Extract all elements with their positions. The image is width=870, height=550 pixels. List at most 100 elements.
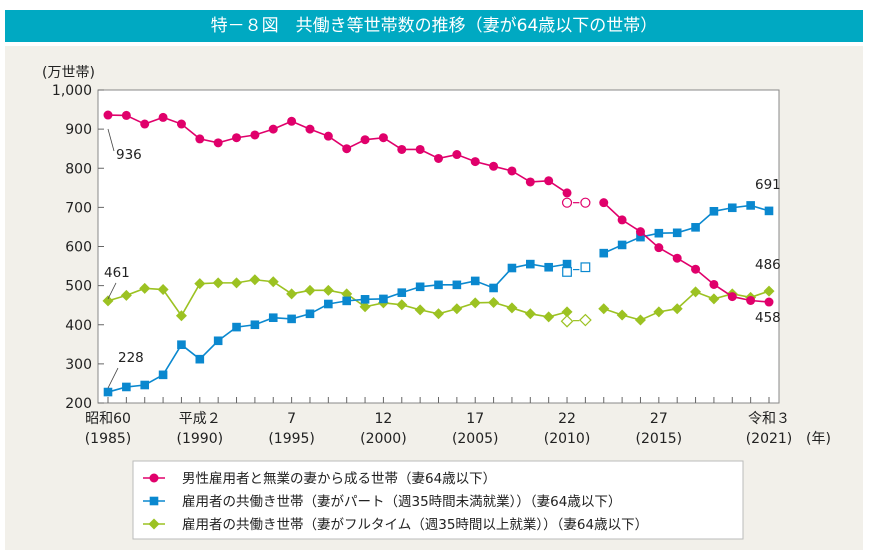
data-point — [359, 301, 371, 313]
data-point — [139, 282, 151, 294]
data-point — [690, 286, 702, 298]
legend-box — [132, 460, 744, 540]
data-point — [636, 232, 645, 242]
data-point — [397, 288, 407, 297]
data-point — [672, 253, 682, 263]
data-label: 936 — [116, 147, 142, 163]
leader-line — [107, 282, 117, 300]
legend-label: 雇用者の共働き世帯（妻がパート（週35時間未満就業））（妻64歳以下） — [182, 493, 621, 510]
data-point — [452, 150, 462, 160]
y-tick-label: 800 — [65, 161, 92, 177]
data-point — [158, 112, 168, 122]
series-diamond — [102, 274, 775, 328]
data-point — [103, 387, 113, 397]
data-point — [562, 188, 572, 198]
data-point — [709, 206, 719, 216]
data-point — [543, 311, 555, 323]
data-point — [434, 280, 443, 290]
data-point — [342, 144, 352, 154]
data-point — [250, 130, 260, 140]
data-point — [544, 176, 554, 186]
data-point — [360, 295, 370, 304]
legend-marker-diamond-icon — [148, 518, 160, 530]
data-point — [470, 157, 480, 167]
data-point — [654, 228, 664, 238]
leader-line — [107, 128, 115, 152]
x-tick-label-era: 12 — [375, 411, 393, 427]
x-axis-label: (年) — [806, 431, 831, 447]
data-point — [617, 215, 627, 225]
data-point — [323, 131, 333, 141]
data-point — [158, 370, 168, 380]
data-point — [746, 201, 755, 210]
data-point — [176, 119, 186, 129]
data-point — [268, 313, 278, 323]
data-label: 458 — [755, 310, 781, 326]
estimate-point — [560, 314, 574, 328]
x-tick-label-era: 昭和60 — [85, 411, 131, 427]
legend: 男性雇用者と無業の妻から成る世帯（妻64歳以下） 雇用者の共働き世帯（妻がパート（… — [132, 460, 744, 540]
data-point — [379, 294, 388, 304]
data-point — [599, 248, 609, 258]
data-point — [140, 380, 150, 390]
data-point — [140, 119, 150, 129]
series-line — [603, 204, 770, 254]
data-point — [616, 309, 628, 321]
chart-title: 特－８図 共働き等世帯数の推移（妻が64歳以下の世帯） — [5, 10, 863, 42]
data-point — [470, 276, 480, 286]
data-point — [489, 283, 498, 293]
data-point — [249, 274, 261, 286]
data-point — [524, 308, 536, 320]
data-point — [764, 206, 774, 216]
x-tick-label-year: (2021) — [746, 431, 793, 447]
series-line — [603, 202, 770, 303]
data-point — [360, 135, 370, 145]
x-tick-label-era: 7 — [287, 411, 296, 427]
x-tick-label-year: (1995) — [268, 431, 315, 447]
data-point — [175, 310, 187, 322]
data-point — [654, 243, 664, 253]
leader-line — [107, 367, 119, 389]
y-tick-label: 200 — [65, 396, 92, 412]
y-axis-label: (万世帯) — [42, 65, 95, 81]
data-point — [232, 322, 241, 332]
data-point — [653, 306, 665, 318]
data-point — [507, 263, 517, 273]
data-point — [177, 340, 186, 350]
data-point — [709, 279, 719, 289]
y-tick-label: 1,000 — [52, 83, 92, 99]
x-tick-label-era: 22 — [558, 411, 576, 427]
data-point — [268, 124, 278, 134]
legend-label: 男性雇用者と無業の妻から成る世帯（妻64歳以下） — [182, 470, 496, 487]
data-point — [727, 292, 737, 302]
data-point — [561, 306, 573, 318]
data-point — [634, 314, 646, 326]
data-point — [267, 276, 279, 288]
x-tick-label-year: (1990) — [177, 431, 224, 447]
legend-label: 雇用者の共働き世帯（妻がフルタイム（週35時間以上就業））（妻64歳以下） — [182, 516, 648, 533]
data-point — [599, 198, 609, 208]
data-point — [213, 138, 223, 148]
data-point — [635, 227, 645, 237]
x-tick-label-year: (2005) — [452, 431, 499, 447]
data-point — [304, 284, 316, 296]
y-tick-label: 900 — [65, 122, 92, 138]
data-point — [746, 295, 756, 305]
data-point — [286, 288, 298, 300]
series-line — [603, 290, 770, 321]
data-point — [122, 382, 131, 392]
x-tick-label-year: (2000) — [360, 431, 407, 447]
y-tick-label: 600 — [65, 240, 92, 256]
data-point — [525, 177, 535, 187]
data-point — [451, 303, 463, 315]
data-point — [120, 289, 132, 301]
y-tick-label: 300 — [65, 357, 92, 373]
data-point — [691, 264, 701, 274]
data-point — [397, 144, 407, 154]
estimate-point — [580, 262, 591, 273]
data-point — [691, 223, 700, 232]
y-tick-label: 400 — [65, 318, 92, 334]
data-point — [287, 116, 297, 126]
data-point — [414, 304, 426, 316]
data-point — [506, 302, 518, 314]
